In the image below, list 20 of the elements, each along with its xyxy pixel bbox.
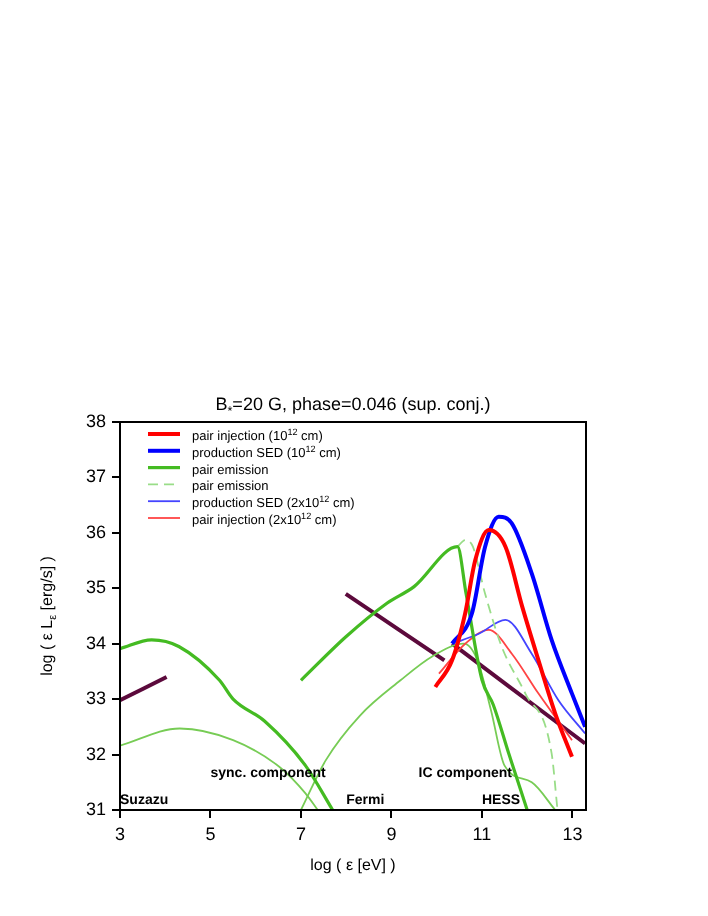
y-tick-label: 33 [85, 688, 106, 709]
line-series [120, 638, 335, 810]
x-axis-title: log ( ε [eV] ) [310, 856, 397, 874]
x-tick-label: 3 [114, 823, 126, 844]
x-tick-label: 9 [386, 823, 397, 844]
y-tick-label: 37 [85, 466, 106, 487]
x-tick-label: 13 [562, 823, 583, 844]
x-tick-label: 5 [205, 823, 216, 844]
y-tick-label: 38 [85, 410, 106, 431]
y-tick-label: 36 [85, 521, 106, 542]
y-tick-label: 34 [85, 632, 106, 653]
y-tick-label: 35 [85, 577, 106, 598]
line-series [451, 618, 586, 735]
line-series [438, 628, 573, 742]
x-tick-label: 11 [472, 823, 492, 844]
y-tick-label: 31 [85, 798, 106, 819]
y-tick-label: 32 [85, 743, 106, 764]
x-tick-label: 7 [295, 823, 306, 844]
line-series [450, 514, 586, 729]
line-series [433, 528, 574, 759]
